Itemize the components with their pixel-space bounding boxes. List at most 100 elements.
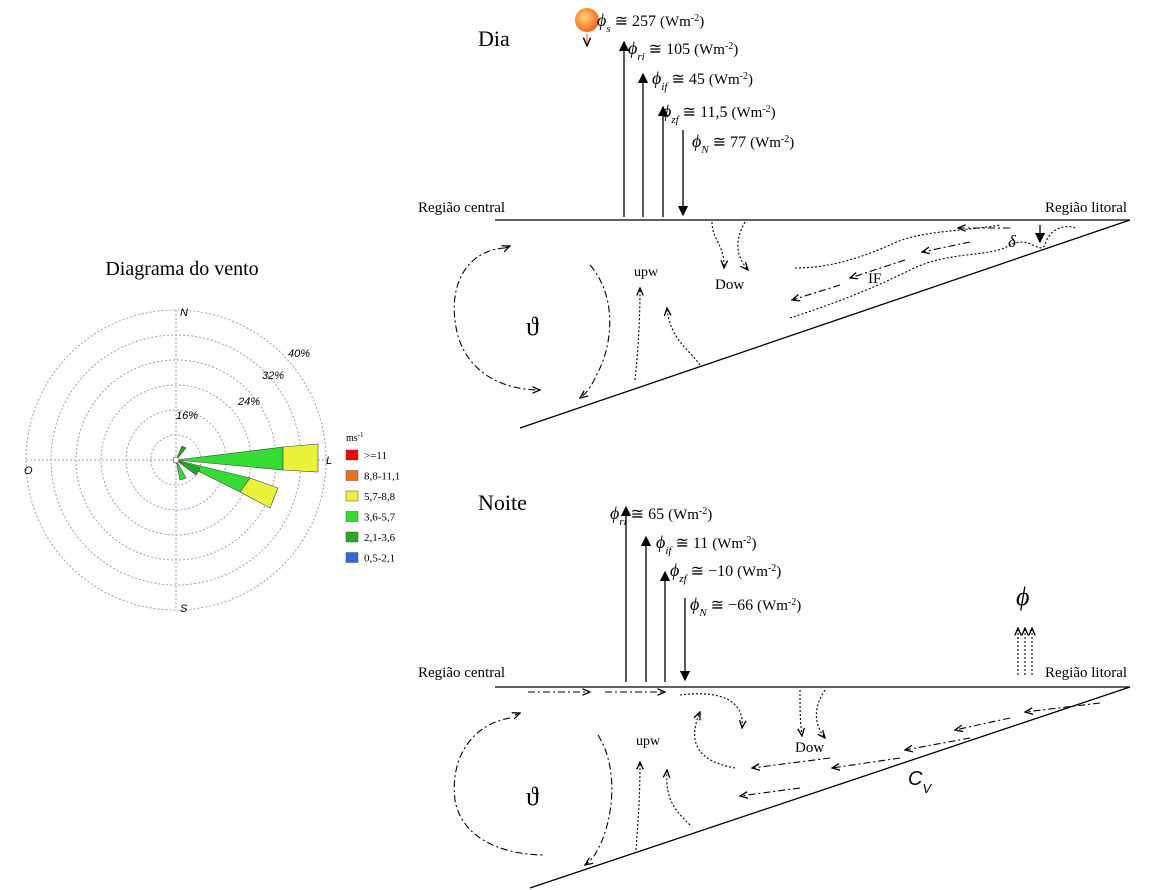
phi-label: ϕ bbox=[1016, 582, 1029, 611]
flux-exp: -2 bbox=[788, 597, 796, 608]
region-label: Região litoral bbox=[1045, 665, 1127, 681]
flow bbox=[832, 758, 900, 768]
circulation bbox=[505, 246, 510, 248]
flux-unit: (Wm bbox=[712, 536, 743, 552]
ring-label: 24% bbox=[237, 396, 260, 408]
cv-label: CV bbox=[908, 768, 932, 796]
downwelling bbox=[712, 222, 724, 268]
flux-eq: ≅ −10 bbox=[687, 563, 737, 580]
ring-label: 40% bbox=[288, 348, 310, 360]
circulation bbox=[515, 713, 520, 715]
theta-label: ϑ bbox=[526, 312, 539, 341]
ring-label: 16% bbox=[176, 410, 198, 422]
slope-line bbox=[520, 220, 1130, 428]
flow bbox=[955, 718, 1010, 730]
flux-symbol: ϕ bbox=[656, 532, 665, 552]
legend-swatch bbox=[346, 471, 358, 481]
flux-unit: (Wm bbox=[694, 42, 725, 58]
legend-label: 3,6-5,7 bbox=[364, 512, 396, 524]
flux-exp: -2 bbox=[691, 13, 699, 24]
flow bbox=[695, 712, 735, 768]
phi-arrows bbox=[1018, 628, 1032, 675]
panel-title: Dia bbox=[478, 26, 510, 51]
flux-symbol: ϕ bbox=[652, 68, 661, 88]
petal bbox=[283, 444, 318, 472]
flux-symbol: ϕ bbox=[610, 503, 619, 523]
flux-exp: -2 bbox=[762, 104, 770, 115]
flux-label: ϕs ≅ 257 (Wm-2) bbox=[597, 10, 704, 35]
front bbox=[790, 227, 1075, 318]
flux-unit: (Wm bbox=[737, 564, 768, 580]
flow bbox=[1025, 703, 1100, 712]
legend-unit-exp: -1 bbox=[358, 431, 364, 439]
cv-main: C bbox=[908, 768, 923, 790]
region-label: Região central bbox=[418, 200, 505, 216]
rose-title: Diagrama do vento bbox=[105, 258, 258, 280]
flux-exp: -2 bbox=[740, 71, 748, 82]
flux-label: ϕN ≅ −66 (Wm-2) bbox=[690, 594, 801, 619]
flux-close: ) bbox=[751, 536, 756, 552]
flux-label: ϕri ≅ 105 (Wm-2) bbox=[628, 38, 738, 63]
legend-swatch bbox=[346, 450, 358, 460]
legend-label: >=11 bbox=[364, 450, 387, 462]
flow bbox=[740, 788, 800, 796]
direction-label: L bbox=[326, 455, 332, 467]
direction-label: S bbox=[180, 603, 188, 615]
sun-icon bbox=[575, 8, 599, 32]
upw-label: upw bbox=[634, 265, 659, 280]
flux-close: ) bbox=[771, 105, 776, 121]
ring-label: 32% bbox=[262, 370, 284, 382]
flux-eq: ≅ 11,5 bbox=[679, 104, 732, 121]
legend-swatch bbox=[346, 553, 358, 563]
flux-close: ) bbox=[748, 72, 753, 88]
flux-symbol: ϕ bbox=[597, 10, 606, 30]
theta-label: ϑ bbox=[526, 782, 539, 811]
flux-sub: ri bbox=[637, 51, 644, 63]
flux-label: ϕN ≅ 77 (Wm-2) bbox=[692, 131, 794, 156]
upwelling bbox=[636, 762, 640, 850]
legend-label: 0,5-2,1 bbox=[364, 553, 395, 565]
flux-close: ) bbox=[796, 598, 801, 614]
downwelling bbox=[816, 690, 825, 738]
flux-close: ) bbox=[733, 42, 738, 58]
legend-label: 2,1-3,6 bbox=[364, 532, 396, 544]
day-panel bbox=[454, 8, 1130, 428]
panel-title: Noite bbox=[478, 490, 527, 515]
flux-eq: ≅ 257 bbox=[611, 13, 660, 30]
flux-close: ) bbox=[789, 135, 794, 151]
region-label: Região central bbox=[418, 665, 505, 681]
downwelling bbox=[738, 222, 748, 270]
flux-close: ) bbox=[707, 507, 712, 523]
flux-label: ϕif ≅ 11 (Wm-2) bbox=[656, 532, 756, 557]
legend-swatch bbox=[346, 512, 358, 522]
flux-symbol: ϕ bbox=[670, 560, 679, 580]
flux-unit: (Wm bbox=[709, 72, 740, 88]
slope-line bbox=[530, 687, 1130, 888]
legend-unit-main: ms bbox=[346, 433, 358, 444]
flux-unit: (Wm bbox=[668, 507, 699, 523]
legend-label: 8,8-11,1 bbox=[364, 471, 400, 483]
flux-unit: (Wm bbox=[660, 14, 691, 30]
front bbox=[795, 225, 1000, 268]
flux-symbol: ϕ bbox=[662, 101, 671, 121]
flow bbox=[792, 285, 840, 300]
flux-symbol: ϕ bbox=[692, 131, 701, 151]
flux-exp: -2 bbox=[699, 506, 707, 517]
upwelling bbox=[667, 308, 700, 365]
flux-unit: (Wm bbox=[750, 135, 781, 151]
flux-eq: ≅ 77 bbox=[709, 134, 750, 151]
upwelling bbox=[667, 770, 690, 825]
flux-exp: -2 bbox=[768, 563, 776, 574]
flux-label: ϕif ≅ 45 (Wm-2) bbox=[652, 68, 753, 93]
legend-label: 5,7-8,8 bbox=[364, 491, 396, 503]
upwelling bbox=[635, 288, 640, 380]
upw-label: upw bbox=[636, 734, 661, 749]
flux-sub: ri bbox=[619, 516, 626, 528]
flux-eq: ≅ −66 bbox=[707, 597, 757, 614]
flow bbox=[752, 758, 830, 768]
delta-label: δ bbox=[1008, 232, 1017, 251]
cv-sub: V bbox=[922, 781, 932, 796]
flux-close: ) bbox=[776, 564, 781, 580]
flow bbox=[922, 242, 970, 252]
flux-label: ϕri ≅ 65 (Wm-2) bbox=[610, 503, 712, 528]
